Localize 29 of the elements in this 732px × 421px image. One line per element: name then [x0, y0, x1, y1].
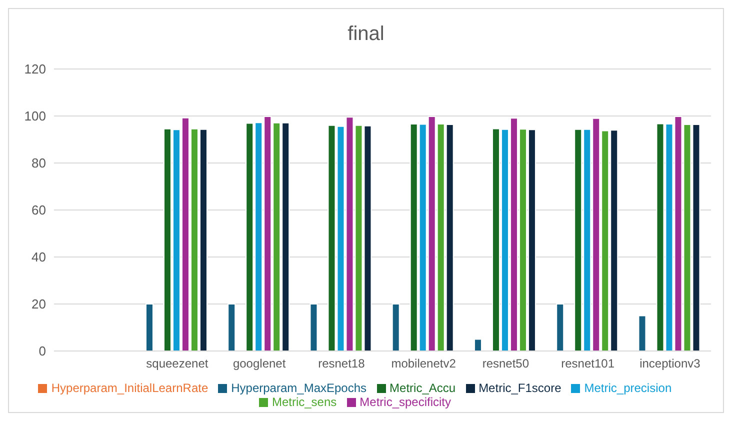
x-tick-label: resnet50: [482, 356, 530, 371]
bar: [228, 304, 236, 351]
y-tick-label: 60: [32, 202, 46, 218]
y-tick-label: 100: [24, 108, 46, 124]
y-tick-label: 20: [32, 296, 46, 312]
y-tick-label: 80: [32, 156, 46, 171]
y-tick-label: 0: [38, 344, 46, 359]
bar: [145, 304, 154, 351]
y-tick-label: 40: [32, 250, 46, 265]
chart-title: final: [346, 22, 386, 47]
x-tick-label: inceptionv3: [640, 356, 701, 371]
legend-label: Hyperparam_MaxEpochs: [231, 381, 367, 395]
bar: [638, 315, 646, 351]
legend-label: Metric_sens: [272, 395, 337, 409]
legend-label: Metric_precision: [584, 381, 672, 395]
x-tick-label: mobilenetv2: [391, 356, 456, 371]
y-tick-label: 120: [24, 62, 46, 77]
legend-label: Metric_F1score: [478, 381, 562, 395]
legend-label: Metric_Accu: [390, 381, 456, 395]
x-tick-label: squeezenet: [146, 356, 209, 371]
bar: [474, 338, 482, 351]
bar: [392, 304, 400, 351]
legend-label: Hyperparam_InitialLearnRate: [51, 381, 208, 395]
bar: [310, 304, 318, 351]
legend-label: Metric_specificity: [360, 395, 452, 409]
x-tick-label: googlenet: [232, 356, 286, 371]
bar: [556, 304, 564, 351]
x-tick-label: resnet18: [318, 356, 366, 371]
x-tick-label: resnet101: [561, 356, 615, 371]
